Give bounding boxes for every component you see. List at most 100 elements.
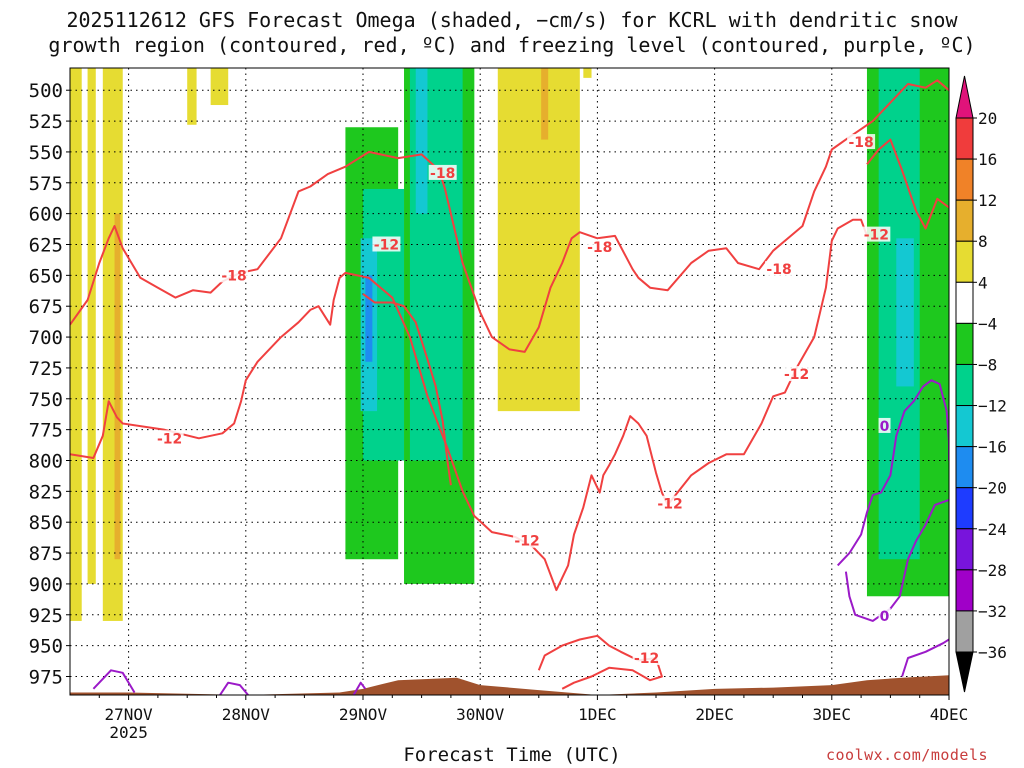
y-tick-label: 825 [29,481,63,503]
y-tick-label: 525 [29,111,63,133]
contour-label: -12 [374,237,399,253]
contour-label-bg [372,236,401,252]
y-tick-label: 700 [29,327,63,349]
y-tick-label: 975 [29,666,63,688]
x-tick-label: 27NOV [105,705,154,724]
y-axis: 500 525 550 575 600 625 650 675 700 725 750 775 800 8… [29,80,70,688]
colorbar-bin [955,240,974,283]
contour-label-bg [428,164,457,180]
freezing-level-contour [901,638,949,677]
x-tick-label: 3DEC [813,705,852,724]
contour-label: -12 [514,534,539,550]
y-tick-label: 675 [29,296,63,318]
dgz-inner-minus12-contour [362,293,452,486]
contour-label-bg [862,226,891,242]
freezing-level-contour [352,681,367,695]
colorbar-label: 12 [978,191,997,210]
colorbar-bin [955,158,974,201]
omega-region [896,238,914,387]
x-tick-label: 4DEC [930,705,969,724]
y-tick-label: 800 [29,450,63,472]
x-tick-label: 28NOV [222,705,271,724]
dgz-minus18-contour [70,79,949,353]
contour-label: 0 [880,609,890,625]
contour-label: -12 [784,367,809,383]
contour-label: -18 [430,166,455,182]
y-tick-label: 925 [29,605,63,627]
y-tick-label: 625 [29,234,63,256]
omega-region [70,68,82,621]
contour-label: 0 [880,419,890,435]
colorbar-bin [955,405,974,448]
colorbar-label: −32 [978,602,1007,621]
dgz-minus12-contour [70,218,868,592]
omega-region [583,68,592,78]
colorbar-bin [955,322,974,365]
contour-label-bg [765,261,794,277]
x-year-label: 2025 [109,723,148,742]
omega-region [187,68,197,125]
contour-label: -12 [657,497,682,513]
chart-subtitle: growth region (contoured, red, ºC) and f… [48,33,976,57]
colorbar-bin [955,363,974,407]
colorbar-bin [955,528,974,571]
contour-label-bg [656,495,685,511]
y-tick-label: 500 [29,80,63,102]
y-tick-label: 650 [29,265,63,287]
y-tick-label: 950 [29,636,63,658]
omega-shading [70,68,949,621]
omega-region [541,68,549,140]
x-tick-label: 30NOV [456,705,505,724]
contour-label-bg [847,134,876,150]
colorbar-label: −28 [978,561,1007,580]
contour-label: -18 [221,268,246,284]
omega-region [210,68,229,106]
chart-title: 2025112612 GFS Forecast Omega (shaded, −… [66,8,958,32]
colorbar-label: −36 [978,643,1007,662]
contour-label: -12 [634,651,659,667]
contour-label: -18 [848,135,873,151]
colorbar-bin [955,610,974,653]
colorbar-label: −4 [978,314,997,333]
colorbar-bin [955,487,974,530]
colorbar-label: −12 [978,397,1007,416]
dgz-right-minus18-contour [866,138,949,230]
colorbar-bottom-arrow [955,651,974,693]
y-tick-label: 750 [29,389,63,411]
omega-region [365,275,373,362]
colorbar-bin [955,281,974,324]
y-tick-label: 600 [29,204,63,226]
colorbar-label: 20 [978,109,997,128]
contour-label-bg [155,430,184,446]
contour-labels: -18 -12 -18 -12 -12 -18 -18 -12 -12 -18 -12 -12 0 0 [155,134,891,667]
temperature-contours [70,79,949,695]
colorbar-label: −8 [978,355,997,374]
colorbar-bin [955,117,974,160]
contour-label-bg [878,417,891,433]
y-tick-label: 900 [29,574,63,596]
colorbar-label: 4 [978,273,988,292]
colorbar: 20 16 12 8 4 −4 −8 −12 −16 −20 −24 −28 −32 −36 [955,75,1007,693]
colorbar-bin [955,446,974,489]
contour-label-bg [513,532,542,548]
colorbar-label: 8 [978,232,988,251]
contour-label-bg [585,238,614,254]
colorbar-label: 16 [978,150,997,169]
contour-label-bg [782,366,811,382]
contour-label: -12 [157,431,182,447]
contour-label: -18 [766,262,791,278]
x-axis-title: Forecast Time (UTC) [403,744,621,766]
terrain-area [70,675,949,695]
colorbar-top-arrow [955,75,974,119]
freezing-level-contour [219,681,249,695]
contour-label: -12 [864,228,889,244]
y-tick-label: 850 [29,512,63,534]
colorbar-bin [955,199,974,242]
contour-label-bg [220,267,249,283]
freezing-level-contour [844,499,949,622]
x-tick-label: 29NOV [339,705,388,724]
y-tick-label: 725 [29,358,63,380]
colorbar-label: −20 [978,479,1007,498]
colorbar-label: −24 [978,520,1007,539]
